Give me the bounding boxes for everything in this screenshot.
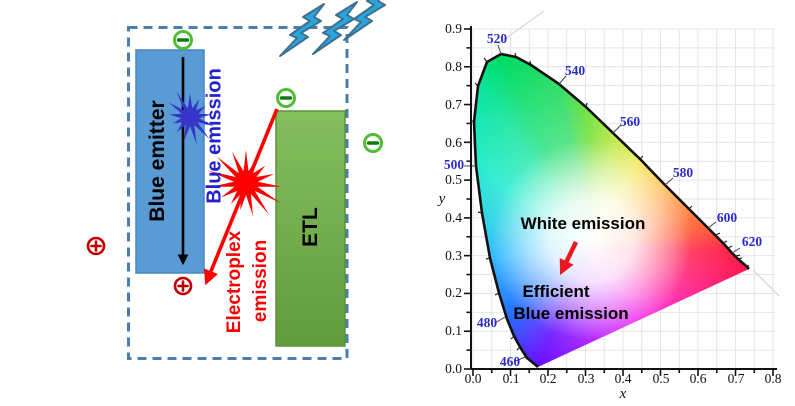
y-tick-label: 0.0 [445,361,462,376]
wavelength-labels: 520 540 560 580 600 620 500 480 460 [444,31,763,369]
y-axis-label: y [437,191,446,207]
spectral-locus-ticks [469,52,750,351]
y-tick-label: 0.8 [445,59,462,74]
y-tick-label: 0.4 [445,210,462,225]
x-tick-label: 0.2 [540,371,557,386]
spectral-locus-outline [472,52,750,368]
y-tick-label: 0.2 [445,285,462,300]
efficient-blue-annotation-line2: Blue emission [513,304,628,323]
electron-icon [363,133,383,153]
electroplex-starburst-icon [208,150,282,216]
x-tick-label: 0.4 [615,371,632,386]
y-tick-label: 0.7 [445,97,462,112]
blue-emission-starburst-icon [169,91,215,145]
device-dashed-border [127,26,349,360]
x-axis-label: x [619,386,627,402]
x-axis-ticks [472,369,774,376]
x-tick-label: 0.1 [503,371,520,386]
wavelength-label-580: 580 [673,165,694,180]
electron-icon [173,30,193,50]
cie-clip-bevel-lines [494,10,780,297]
wavelength-label-520: 520 [487,31,508,46]
hole-icon [173,276,193,296]
y-tick-label: 0.3 [445,248,462,263]
x-tick-label: 0.3 [578,371,595,386]
wavelength-label-560: 560 [620,114,641,129]
y-tick-label: 0.5 [445,172,462,187]
y-tick-label: 0.1 [445,323,462,338]
wavelength-label-540: 540 [565,63,586,78]
efficient-blue-annotation-line1: Efficient [522,282,589,301]
x-tick-label: 0.5 [653,371,670,386]
white-emission-arrow [559,241,579,276]
blue-emitter-box [135,49,205,274]
white-emission-annotation: White emission [521,214,646,233]
etl-box [275,110,346,347]
wavelength-label-620: 620 [742,234,763,249]
wavelength-label-500: 500 [444,157,465,172]
x-tick-label: 0.7 [728,371,745,386]
x-tick-label: 0.8 [765,371,782,386]
electron-icon [276,88,296,108]
wavelength-label-480: 480 [477,315,498,330]
x-tick-label: 0.0 [465,371,482,386]
y-tick-label: 0.6 [445,135,462,150]
y-tick-label: 0.9 [445,21,462,36]
x-tick-label: 0.6 [690,371,707,386]
hole-icon [86,236,106,256]
wavelength-label-600: 600 [717,210,738,225]
y-axis-ticks [464,28,471,370]
wavelength-label-460: 460 [500,354,521,369]
